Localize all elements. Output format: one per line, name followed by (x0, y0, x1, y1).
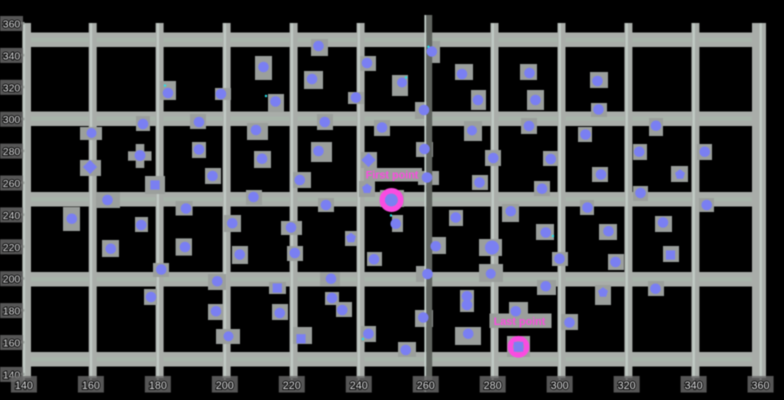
svg-text:280: 280 (484, 380, 502, 392)
svg-text:140: 140 (15, 380, 33, 392)
svg-text:300: 300 (551, 380, 569, 392)
svg-text:Last point: Last point (494, 316, 546, 328)
svg-text:180: 180 (149, 380, 167, 392)
svg-text:220: 220 (3, 242, 21, 254)
svg-text:240: 240 (3, 210, 21, 222)
svg-text:200: 200 (216, 380, 234, 392)
svg-text:200: 200 (3, 274, 21, 286)
svg-text:160: 160 (3, 338, 21, 350)
svg-text:320: 320 (3, 82, 21, 94)
svg-text:360: 360 (3, 19, 21, 31)
svg-text:260: 260 (417, 380, 435, 392)
svg-text:160: 160 (82, 380, 100, 392)
svg-text:240: 240 (350, 380, 368, 392)
svg-text:320: 320 (618, 380, 636, 392)
svg-text:280: 280 (3, 146, 21, 158)
svg-text:300: 300 (3, 114, 21, 126)
svg-text:360: 360 (752, 380, 770, 392)
svg-text:260: 260 (3, 178, 21, 190)
svg-text:340: 340 (3, 50, 21, 62)
svg-text:First point: First point (366, 170, 419, 182)
svg-text:340: 340 (685, 380, 703, 392)
svg-text:220: 220 (283, 380, 301, 392)
svg-text:180: 180 (3, 306, 21, 318)
